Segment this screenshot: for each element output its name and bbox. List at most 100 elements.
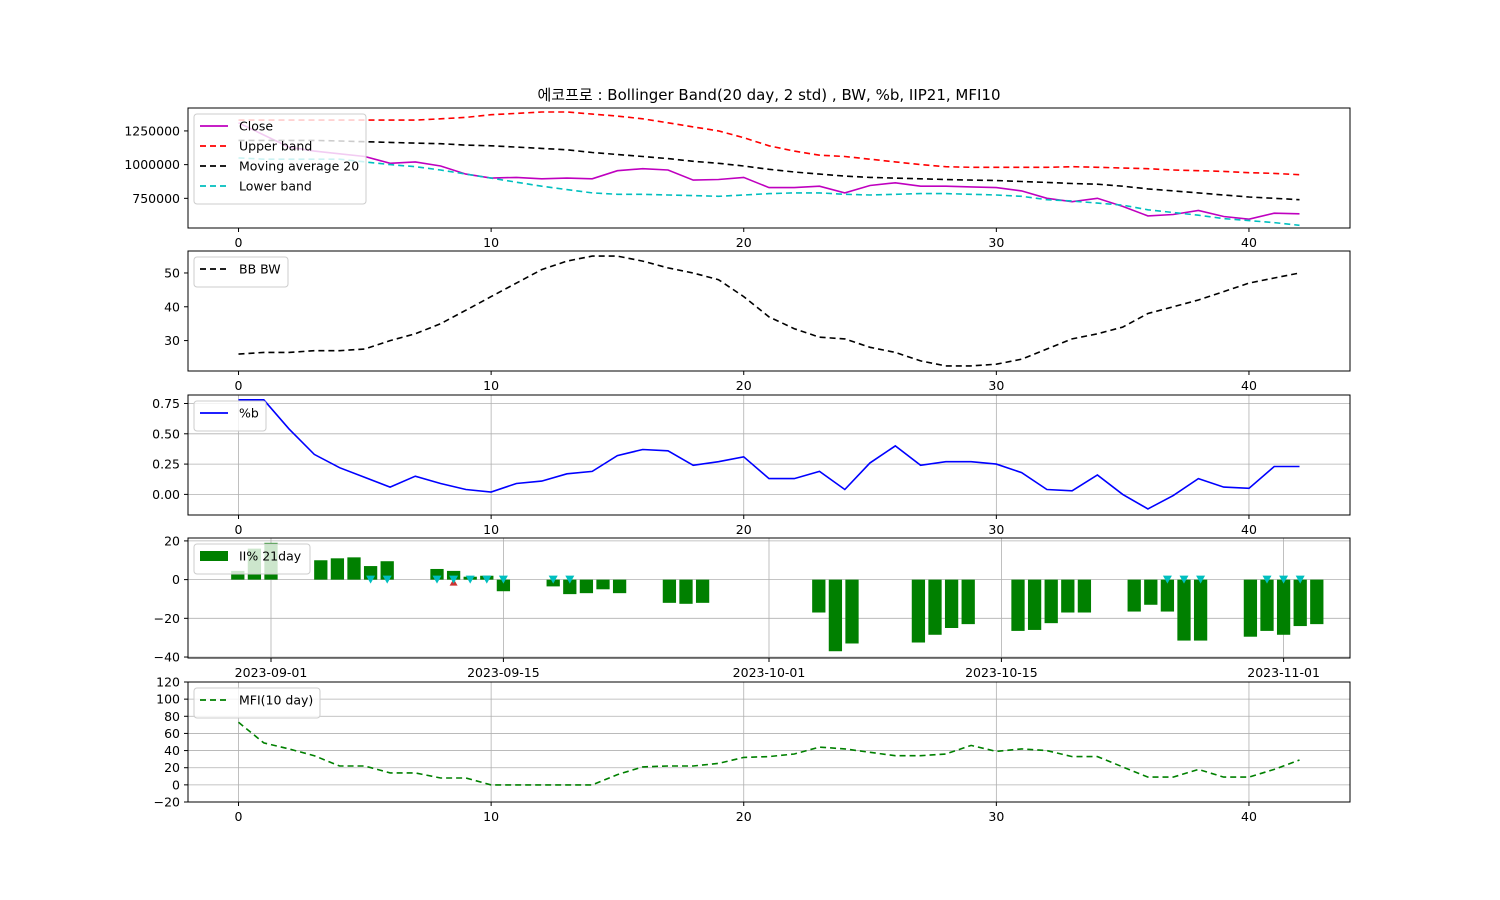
bar: [1127, 579, 1141, 612]
y-tick-label: 40: [164, 743, 180, 758]
y-tick-label: 100: [156, 692, 180, 707]
bar: [1077, 579, 1092, 613]
x-tick-label: 10: [483, 809, 499, 824]
y-tick-label: −20: [154, 611, 180, 626]
legend-label: Moving average 20: [239, 159, 359, 174]
axes-frame: [187, 681, 1351, 803]
bar: [330, 558, 345, 580]
x-tick-label: 40: [1241, 378, 1257, 393]
bar: [1310, 579, 1324, 625]
bar: [596, 579, 610, 590]
panel-1: 750000 1000000 1250000 0 10 20 30 40 Close Upper …: [124, 107, 1351, 250]
legend-label: II% 21day: [239, 549, 302, 564]
chart-title: 에코프로 : Bollinger Band(20 day, 2 std) , B…: [537, 86, 1000, 104]
x-tick-label: 10: [483, 378, 499, 393]
y-tick-label: 60: [164, 726, 180, 741]
bar: [1193, 579, 1208, 641]
bar: [1011, 579, 1025, 631]
y-tick-label: 50: [164, 265, 180, 280]
legend: Close Upper band Moving average 20 Lower ba…: [193, 113, 367, 205]
y-tick-label: 0.25: [152, 457, 180, 472]
y-tick-label: 120: [156, 675, 180, 690]
x-tick-label: 0: [235, 522, 243, 537]
panel-2: 30 40 50 0 10 20 30 40 BB BW: [164, 250, 1351, 393]
bar: [1243, 579, 1258, 637]
bar: [1144, 579, 1158, 605]
y-tick-label: 20: [164, 533, 180, 548]
legend-label: Upper band: [239, 139, 312, 154]
down-marker: [1295, 575, 1305, 584]
bar: [662, 579, 677, 603]
y-tick-label: 20: [164, 760, 180, 775]
x-tick-label: 0: [235, 809, 243, 824]
down-marker: [482, 575, 492, 584]
legend-frame: [193, 400, 267, 432]
down-marker: [366, 575, 376, 584]
down-marker: [1196, 575, 1206, 584]
down-marker: [382, 575, 392, 584]
bar: [961, 579, 975, 625]
y-tick-label: 0.75: [152, 396, 180, 411]
x-tick-label: 10: [483, 522, 499, 537]
x-tick-label: 2023-09-01: [235, 665, 308, 680]
x-tick-label: 20: [736, 235, 752, 250]
bar: [1260, 579, 1274, 631]
down-marker: [498, 575, 508, 584]
y-tick-label: 0: [172, 572, 180, 587]
bar: [828, 579, 843, 652]
x-tick-label: 0: [235, 378, 243, 393]
x-tick-label: 20: [736, 378, 752, 393]
bar: [563, 579, 577, 595]
down-marker: [1262, 575, 1272, 584]
x-tick-label: 2023-11-01: [1247, 665, 1320, 680]
series-line: [238, 255, 1300, 367]
x-tick-label: 30: [988, 809, 1004, 824]
x-tick-label: 40: [1241, 809, 1257, 824]
bar: [911, 579, 926, 643]
y-tick-label: 0.50: [152, 426, 180, 441]
legend-frame: [193, 113, 367, 205]
down-marker: [449, 575, 459, 584]
y-tick-label: 0.00: [152, 487, 180, 502]
x-tick-label: 2023-09-15: [467, 665, 540, 680]
y-tick-label: −40: [154, 650, 180, 665]
down-marker: [432, 575, 442, 584]
x-tick-label: 20: [736, 809, 752, 824]
series-line: [238, 157, 1300, 227]
axes-frame: [187, 107, 1351, 229]
bar: [579, 579, 594, 594]
bar: [1061, 579, 1075, 613]
bar: [1044, 579, 1058, 624]
legend-label: MFI(10 day): [239, 693, 313, 708]
legend: BB BW: [193, 256, 289, 288]
y-tick-label: 1000000: [124, 157, 180, 172]
bar: [845, 579, 859, 644]
down-marker: [1279, 575, 1289, 584]
legend: MFI(10 day): [193, 687, 321, 719]
x-tick-label: 40: [1241, 235, 1257, 250]
x-tick-label: 30: [988, 378, 1004, 393]
legend-label: %b: [239, 406, 259, 421]
down-marker: [465, 575, 475, 584]
panel-3: 0.00 0.25 0.50 0.75 0 10 20 30 40 %b: [152, 394, 1351, 537]
legend: %b: [193, 400, 267, 432]
bar: [612, 579, 627, 594]
y-tick-label: 30: [164, 333, 180, 348]
bar: [812, 579, 826, 613]
x-tick-label: 20: [736, 522, 752, 537]
bar: [380, 561, 394, 580]
bar: [928, 579, 942, 635]
legend-frame: [193, 687, 321, 719]
legend-label: Close: [239, 119, 273, 134]
bar: [1276, 579, 1291, 635]
y-tick-label: 80: [164, 709, 180, 724]
bar: [1293, 579, 1307, 627]
bar: [496, 579, 511, 592]
down-marker: [548, 575, 558, 584]
axes-frame: [187, 250, 1351, 372]
bar: [430, 568, 444, 580]
y-tick-label: 750000: [132, 191, 180, 206]
panel-5: −20 0 20 40 60 80 100 120 0 10 20 30 40 MFI(10 day): [154, 675, 1351, 824]
